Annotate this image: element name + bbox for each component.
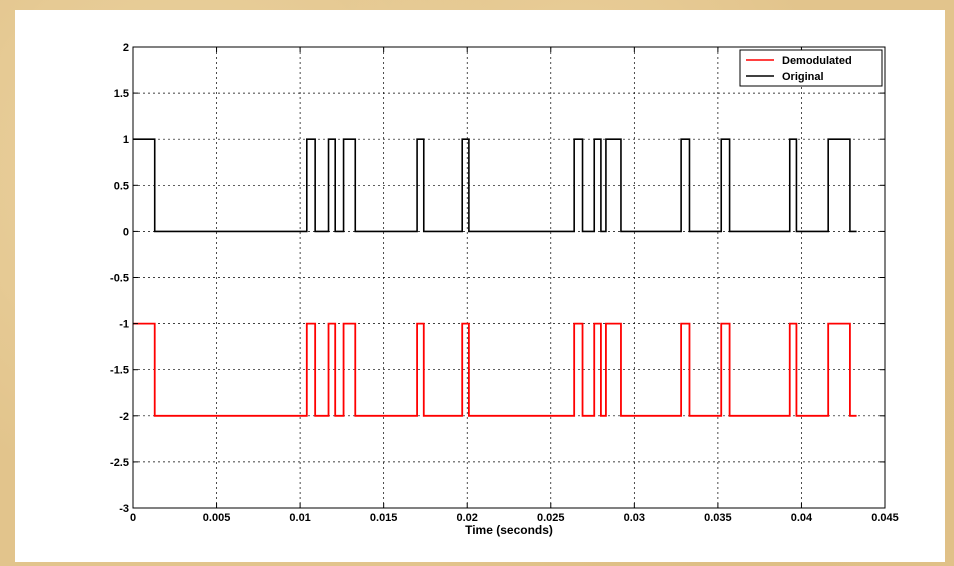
x-tick-label: 0.04 bbox=[791, 512, 813, 524]
y-tick-label: 0 bbox=[123, 226, 129, 238]
series-line-demodulated bbox=[133, 322, 857, 417]
y-tick-label: 0.5 bbox=[114, 180, 129, 192]
ticks: 0 0.005 0.01 0.015 0.02 0.025 0.03 0.035 0.04 0.0… bbox=[110, 42, 899, 524]
y-tick-label: -1.5 bbox=[110, 365, 129, 377]
y-tick-label: -1 bbox=[119, 319, 129, 331]
x-tick-label: 0 bbox=[130, 512, 136, 524]
x-tick-label: 0.03 bbox=[624, 512, 645, 524]
x-tick-label: 0.045 bbox=[871, 512, 899, 524]
y-tick-label: 2 bbox=[123, 42, 129, 54]
legend-label-original: Original bbox=[782, 71, 824, 83]
y-tick-label: -2.5 bbox=[110, 457, 129, 469]
x-tick-label: 0.035 bbox=[704, 512, 732, 524]
y-tick-label: 1.5 bbox=[114, 88, 129, 100]
series-line-original bbox=[133, 138, 857, 233]
legend-box bbox=[739, 49, 883, 87]
x-tick-label: 0.005 bbox=[203, 512, 231, 524]
x-tick-label: 0.02 bbox=[457, 512, 478, 524]
grid bbox=[133, 47, 885, 508]
x-axis-title: Time (seconds) bbox=[465, 523, 553, 537]
x-tick-label: 0.015 bbox=[370, 512, 398, 524]
x-tick-label: 0.025 bbox=[537, 512, 565, 524]
legend-label-demodulated: Demodulated bbox=[782, 55, 852, 67]
y-tick-label: -0.5 bbox=[110, 273, 129, 285]
figure-panel: 0 0.005 0.01 0.015 0.02 0.025 0.03 0.035 0.04 0.0… bbox=[15, 10, 945, 562]
y-tick-label: -2 bbox=[119, 411, 129, 423]
series-layer bbox=[133, 138, 857, 417]
y-tick-label: 1 bbox=[123, 134, 129, 146]
y-tick-label: -3 bbox=[119, 503, 129, 515]
legend: Demodulated Original bbox=[739, 49, 883, 87]
chart: 0 0.005 0.01 0.015 0.02 0.025 0.03 0.035 0.04 0.0… bbox=[110, 42, 899, 537]
x-tick-label: 0.01 bbox=[289, 512, 310, 524]
